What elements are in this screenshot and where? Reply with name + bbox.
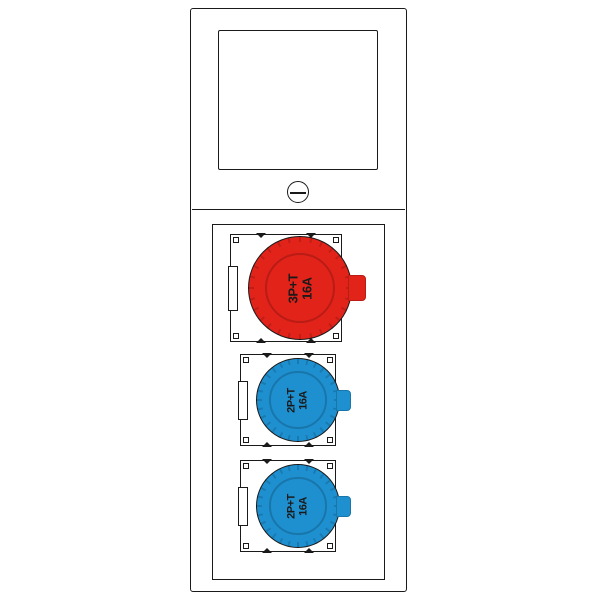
socket-2-ridge	[256, 399, 262, 401]
socket-1-corner-2	[233, 333, 239, 339]
socket-1-notch-b-0	[256, 338, 266, 343]
socket-3-corner-0	[243, 463, 249, 469]
socket-2-corner-1	[327, 357, 333, 363]
socket-1-corner-1	[333, 237, 339, 243]
socket-3-corner-3	[327, 543, 333, 549]
screw-slot	[290, 192, 306, 194]
socket-2-latch	[336, 390, 351, 411]
socket-2-notch-b-1	[304, 442, 314, 447]
socket-3-label: 2P+T 16A	[286, 465, 309, 549]
canvas: 3P+T 16A 2P+T 16A 2P+T 16A	[0, 0, 600, 600]
socket-2-corner-3	[327, 437, 333, 443]
socket-1-notch-0	[256, 233, 266, 238]
socket-3-latch	[336, 496, 351, 517]
socket-2-notch-1	[304, 353, 314, 358]
socket-1-corner-3	[333, 333, 339, 339]
socket-3-corner-2	[243, 543, 249, 549]
socket-2-label: 2P+T 16A	[286, 359, 309, 443]
socket-2-corner-0	[243, 357, 249, 363]
socket-3-ridge	[256, 505, 262, 507]
socket-3-notch-b-1	[304, 548, 314, 553]
top-cover	[218, 30, 378, 170]
socket-3-notch-b-0	[262, 548, 272, 553]
socket-3-notch-0	[262, 459, 272, 464]
socket-1-label: 3P+T 16A	[286, 237, 313, 341]
socket-3-corner-1	[327, 463, 333, 469]
socket-3-notch-1	[304, 459, 314, 464]
socket-1-hinge	[228, 266, 238, 311]
socket-1-ridge	[248, 287, 254, 289]
socket-1-latch	[348, 275, 366, 301]
socket-3-hinge	[238, 487, 248, 526]
socket-2-notch-b-0	[262, 442, 272, 447]
socket-2-notch-0	[262, 353, 272, 358]
socket-2-hinge	[238, 381, 248, 420]
socket-2-corner-2	[243, 437, 249, 443]
socket-1-corner-0	[233, 237, 239, 243]
